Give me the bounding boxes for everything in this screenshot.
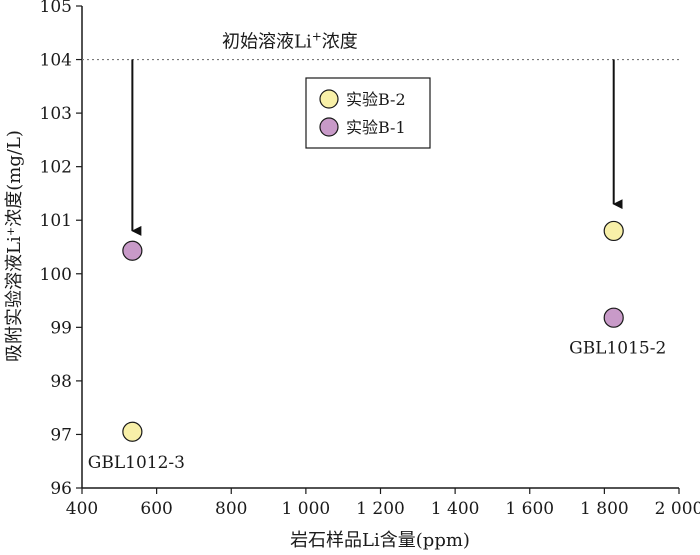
x-tick-label: 400	[66, 499, 98, 519]
y-tick-label: 97	[50, 425, 72, 445]
x-tick-label: 1 400	[431, 499, 480, 519]
point-b1	[122, 240, 143, 261]
legend-label-b1: 实验B-1	[346, 118, 406, 137]
point-b2	[122, 421, 143, 442]
x-tick-label: 1 600	[505, 499, 554, 519]
y-tick-label: 104	[40, 51, 72, 71]
y-tick-label: 98	[50, 372, 72, 392]
y-tick-label: 102	[40, 158, 72, 178]
legend-marker-b1	[319, 117, 339, 137]
y-tick-label: 100	[40, 265, 72, 285]
y-tick-label: 96	[50, 479, 72, 499]
y-tick-label: 105	[40, 0, 72, 17]
axes: 400 600 800 1 000 1 200 1 400 1 600 1 800 2 000 9…	[40, 0, 700, 519]
arrow-layer	[131, 59, 623, 236]
legend-marker-b2	[319, 89, 339, 109]
legend-box	[305, 77, 431, 149]
reference-line-layer: 初始溶液Li+浓度	[82, 30, 679, 61]
y-tick-label: 103	[40, 104, 72, 124]
x-tick-label: 1 800	[580, 499, 629, 519]
x-tick-label: 1 000	[282, 499, 331, 519]
sample-label: GBL1015-2	[569, 339, 666, 359]
sample-label: GBL1012-3	[88, 453, 185, 473]
x-tick-label: 800	[215, 499, 247, 519]
point-b1	[603, 307, 624, 328]
point-annotations: GBL1012-3 GBL1015-2	[88, 339, 667, 473]
data-points	[122, 220, 624, 442]
y-tick-label: 101	[40, 211, 72, 231]
x-tick-label: 600	[140, 499, 172, 519]
reference-line-label: 初始溶液Li+浓度	[222, 30, 358, 53]
y-axis-title: 吸附实验溶液Li⁺浓度(mg/L)	[4, 130, 25, 362]
point-b2	[603, 220, 624, 242]
x-axis-title: 岩石样品Li含量(ppm)	[290, 530, 470, 551]
x-tick-label: 1 200	[356, 499, 405, 519]
x-tick-label: 2 000	[655, 499, 700, 519]
legend-label-b2: 实验B-2	[346, 90, 406, 109]
y-tick-label: 99	[50, 318, 72, 338]
legend: 实验B-2 实验B-1	[305, 77, 431, 149]
